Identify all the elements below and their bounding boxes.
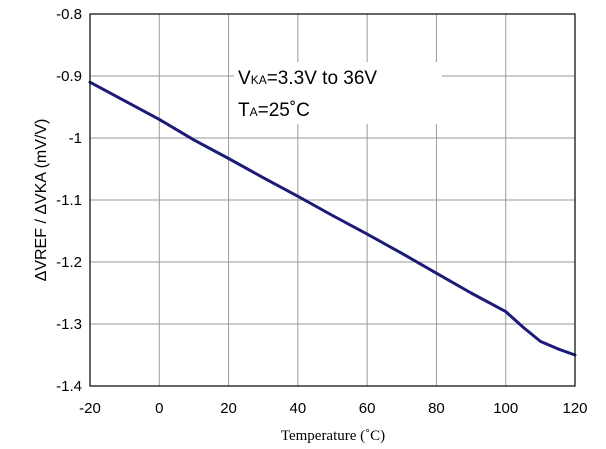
y-tick-label: -0.9 xyxy=(56,68,82,85)
annotation-ta: TA=25˚C xyxy=(238,100,310,121)
x-tick-label: -20 xyxy=(79,400,101,417)
x-tick-label: 120 xyxy=(562,400,587,417)
x-axis-ticks: -20 0 20 40 60 80 100 120 xyxy=(79,400,587,417)
y-tick-label: -0.8 xyxy=(56,6,82,23)
annotation-box xyxy=(234,62,442,124)
series-layer xyxy=(88,80,577,357)
x-tick-label: 20 xyxy=(220,400,237,417)
x-tick-label: 80 xyxy=(428,400,445,417)
y-axis-ticks: -0.8 -0.9 -1 -1.1 -1.2 -1.3 -1.4 xyxy=(56,6,82,395)
x-tick-label: 0 xyxy=(155,400,163,417)
x-axis-label: Temperature (˚C) xyxy=(281,428,385,444)
y-tick-label: -1.2 xyxy=(56,254,82,271)
plot-frame xyxy=(89,13,576,387)
y-tick-label: -1.1 xyxy=(56,192,82,209)
y-tick-label: -1.3 xyxy=(56,316,82,333)
y-tick-label: -1 xyxy=(69,130,82,147)
y-tick-label: -1.4 xyxy=(56,378,82,395)
series-line-0 xyxy=(88,80,577,357)
annotation-vka: VKA=3.3V to 36V xyxy=(238,68,377,89)
x-tick-label: 40 xyxy=(290,400,307,417)
y-axis-label: ΔVREF / ΔVKA (mV/V) xyxy=(33,119,50,282)
x-tick-label: 60 xyxy=(359,400,376,417)
x-tick-label: 100 xyxy=(493,400,518,417)
